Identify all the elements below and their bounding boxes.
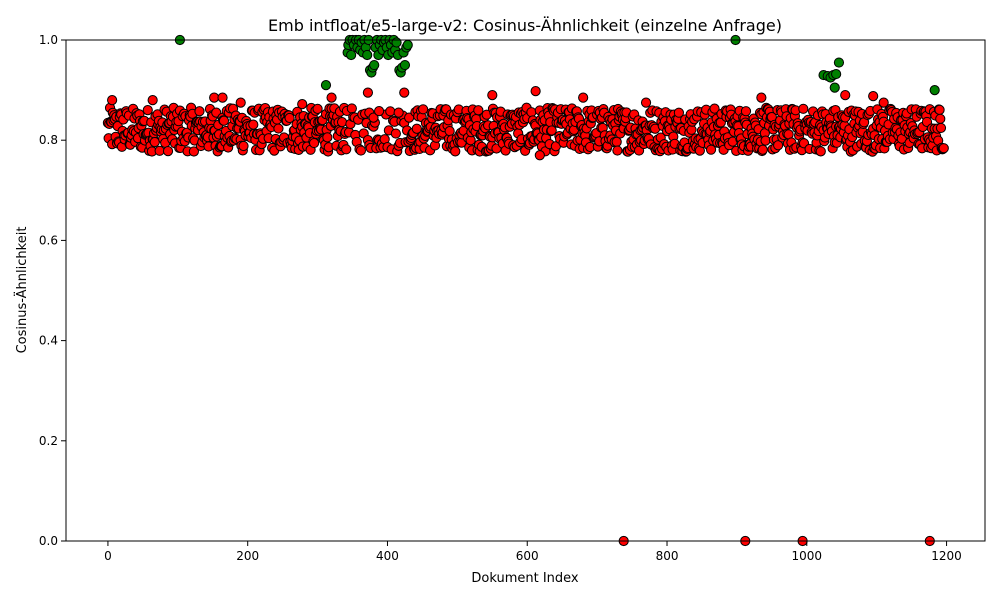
irrelevant-point: [546, 125, 557, 136]
y-tick-label: 0.6: [39, 233, 58, 247]
irrelevant-point: [534, 150, 545, 161]
irrelevant-point: [760, 135, 771, 146]
irrelevant-point: [149, 137, 160, 148]
x-tick-label: 400: [376, 549, 399, 563]
y-tick-label: 0.8: [39, 133, 58, 147]
irrelevant-point: [640, 97, 652, 108]
x-tick-label: 1200: [931, 549, 962, 563]
irrelevant-point: [740, 106, 752, 117]
irrelevant-point: [444, 126, 455, 137]
irrelevant-point: [611, 136, 622, 147]
irrelevant-point: [418, 104, 429, 115]
irrelevant-point: [673, 107, 685, 118]
irrelevant-point: [309, 137, 320, 149]
irrelevant-point: [368, 112, 379, 123]
y-tick-label: 0.2: [39, 434, 58, 448]
irrelevant-point: [322, 132, 333, 143]
irrelevant-point: [273, 123, 284, 134]
irrelevant-point: [840, 90, 851, 101]
irrelevant-point: [217, 92, 228, 103]
y-tick-label: 1.0: [39, 33, 58, 47]
x-tick-label: 1000: [792, 549, 823, 563]
relevant-point: [829, 82, 840, 93]
irrelevant-point: [756, 92, 767, 103]
relevant-point: [929, 85, 940, 96]
irrelevant-point: [526, 107, 537, 118]
data-points: [102, 34, 949, 547]
irrelevant-point: [487, 90, 498, 101]
irrelevant-point: [399, 87, 410, 98]
irrelevant-point: [473, 105, 484, 116]
relevant-point: [362, 49, 373, 61]
irrelevant-point: [235, 97, 246, 108]
irrelevant-point: [362, 87, 374, 98]
y-axis-label: Cosinus-Ähnlichkeit: [14, 227, 30, 354]
irrelevant-point: [194, 106, 205, 117]
irrelevant-point: [341, 144, 352, 155]
irrelevant-point: [355, 145, 367, 156]
x-tick-label: 600: [516, 549, 539, 563]
irrelevant-point: [297, 99, 308, 110]
relevant-point: [833, 57, 845, 68]
irrelevant-point: [757, 144, 768, 155]
irrelevant-point: [393, 107, 404, 118]
x-tick-label: 800: [656, 549, 679, 563]
irrelevant-point: [868, 91, 879, 102]
irrelevant-point: [450, 146, 461, 157]
chart-title: Emb intfloat/e5-large-v2: Cosinus-Ähnlic…: [268, 16, 782, 35]
irrelevant-point: [612, 145, 623, 156]
irrelevant-point: [578, 92, 589, 103]
relevant-point: [320, 79, 332, 91]
x-axis-label: Dokument Index: [471, 571, 579, 586]
irrelevant-point: [373, 106, 385, 117]
irrelevant-point: [284, 112, 295, 124]
y-tick-label: 0.4: [39, 334, 58, 348]
x-tick-label: 200: [236, 549, 259, 563]
relevant-point: [831, 68, 842, 80]
plot-frame: [65, 39, 986, 542]
irrelevant-point: [773, 140, 784, 151]
irrelevant-point: [107, 95, 118, 106]
irrelevant-point: [162, 146, 174, 157]
relevant-point: [369, 59, 380, 71]
relevant-point: [402, 39, 413, 51]
x-tick-label: 0: [104, 549, 112, 563]
irrelevant-point: [935, 113, 946, 124]
irrelevant-point: [147, 95, 158, 106]
irrelevant-point: [935, 122, 947, 134]
irrelevant-point: [312, 103, 323, 115]
irrelevant-point: [934, 104, 945, 115]
y-tick-label: 0.0: [39, 534, 58, 548]
irrelevant-point: [209, 92, 220, 103]
irrelevant-point: [346, 103, 357, 114]
irrelevant-point: [815, 146, 826, 157]
irrelevant-point: [385, 106, 396, 117]
irrelevant-point: [530, 86, 541, 97]
irrelevant-point: [326, 92, 337, 103]
irrelevant-point: [709, 103, 720, 114]
irrelevant-point: [238, 140, 249, 152]
relevant-point: [346, 49, 357, 61]
irrelevant-point: [154, 145, 165, 156]
irrelevant-point: [411, 123, 422, 134]
irrelevant-point: [878, 97, 889, 108]
irrelevant-point: [142, 105, 153, 116]
irrelevant-point: [336, 117, 348, 128]
irrelevant-point: [938, 143, 949, 154]
irrelevant-point: [188, 146, 199, 157]
relevant-point: [399, 59, 411, 71]
irrelevant-point: [218, 115, 230, 126]
irrelevant-point: [798, 103, 809, 114]
irrelevant-point: [248, 119, 259, 130]
axis-ticks: 0 200 400 600 800 1000 1200 0.0 0.2 0.4 0.6 0.8 1.0: [39, 33, 962, 563]
irrelevant-point: [390, 128, 401, 139]
relevant-point: [391, 37, 402, 48]
